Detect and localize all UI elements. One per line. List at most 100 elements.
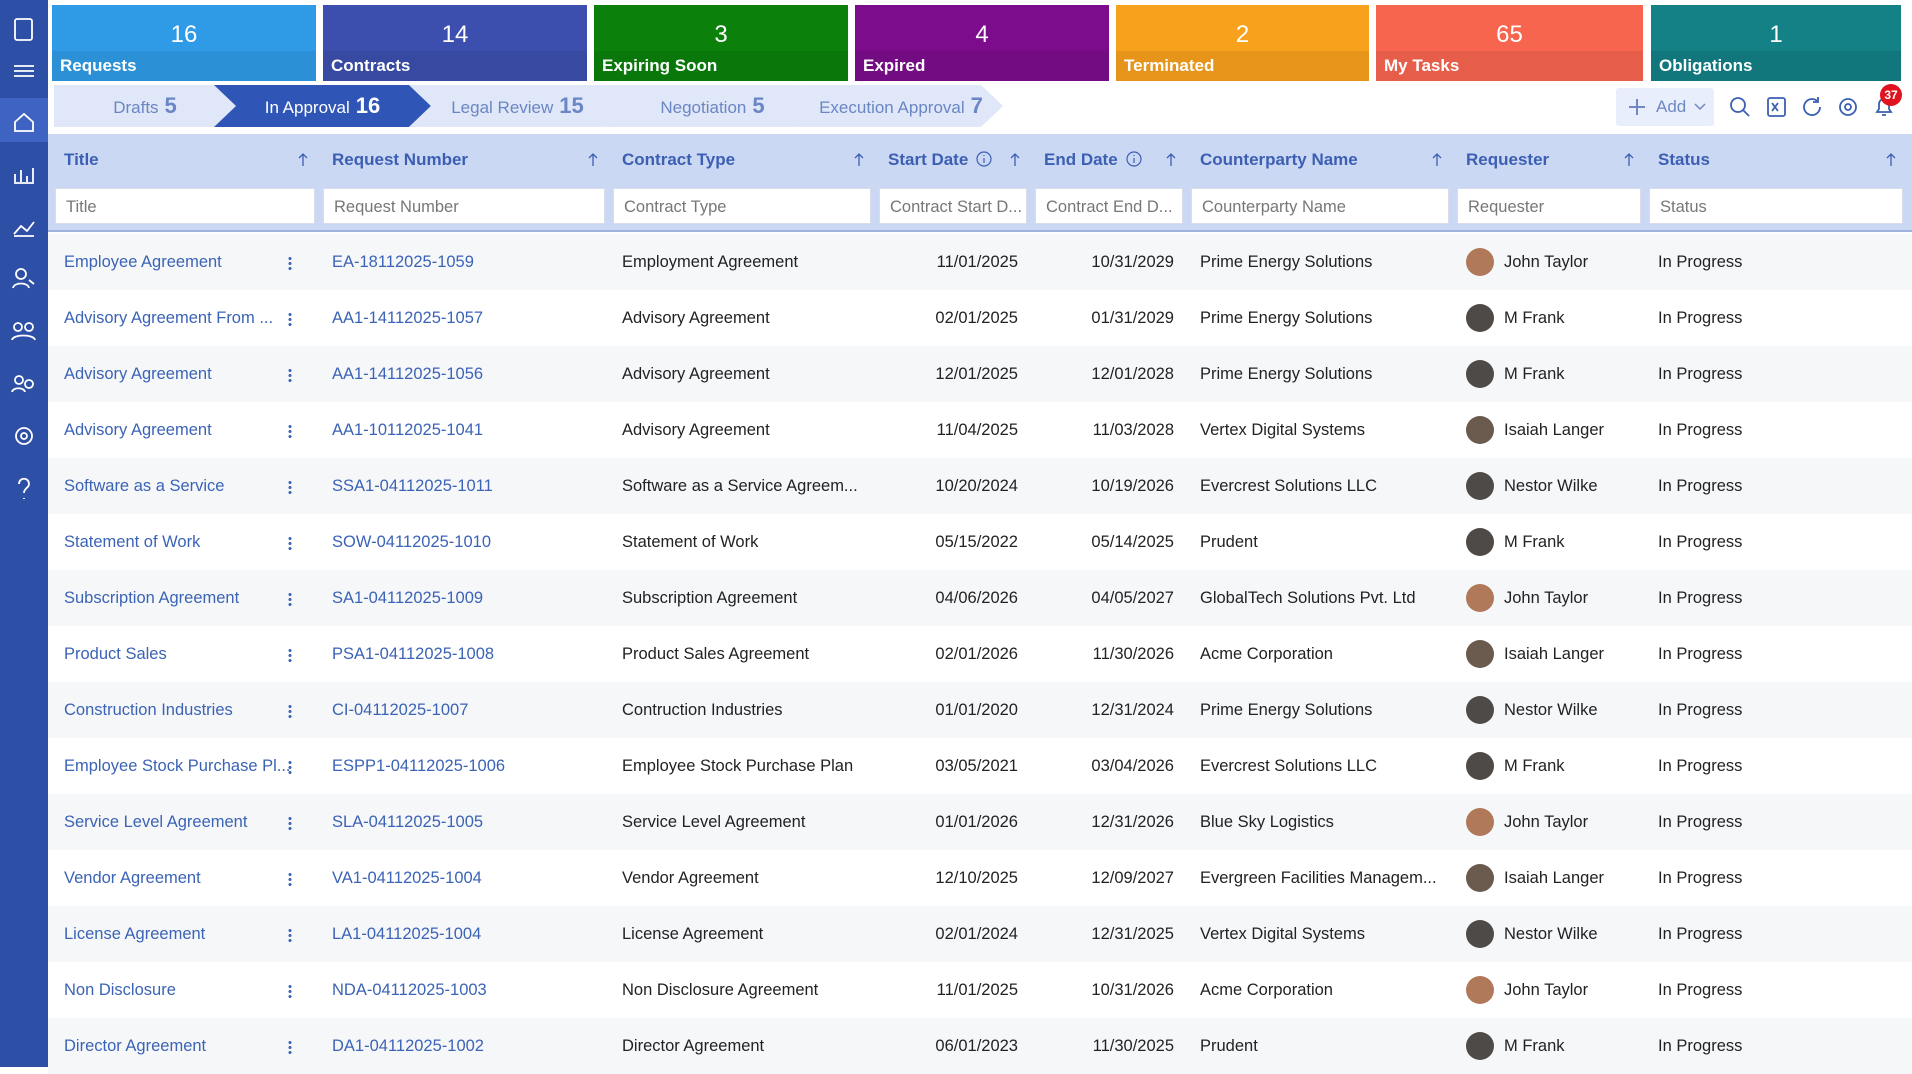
table-row[interactable] bbox=[48, 738, 1912, 794]
add-button[interactable]: Add bbox=[1616, 88, 1714, 126]
table-cell[interactable]: SSA1-04112025-1011 bbox=[332, 477, 493, 495]
column-header[interactable]: Counterparty Name bbox=[1188, 134, 1454, 185]
stage-tab[interactable]: Drafts 5 bbox=[54, 85, 236, 127]
table-cell[interactable]: AA1-10112025-1041 bbox=[332, 421, 484, 439]
table-row[interactable] bbox=[48, 458, 1912, 514]
row-menu[interactable] bbox=[288, 256, 292, 270]
stage-tab[interactable]: Legal Review 15 bbox=[409, 85, 626, 127]
table-cell[interactable]: Director Agreement bbox=[64, 1037, 207, 1055]
sort-icon[interactable] bbox=[854, 153, 864, 167]
table-cell[interactable]: AA1-14112025-1057 bbox=[332, 309, 484, 327]
summary-tile[interactable]: 3 Expiring Soon bbox=[594, 5, 848, 81]
column-filter[interactable]: Title bbox=[55, 188, 315, 224]
settings-icon[interactable] bbox=[1836, 95, 1860, 119]
column-filter[interactable]: Contract Type bbox=[613, 188, 871, 224]
table-cell[interactable]: VA1-04112025-1004 bbox=[332, 869, 482, 887]
sort-icon[interactable] bbox=[298, 153, 308, 167]
table-row[interactable] bbox=[48, 1018, 1912, 1074]
table-cell[interactable]: EA-18112025-1059 bbox=[332, 253, 474, 271]
table-cell[interactable]: Subscription Agreement bbox=[64, 589, 240, 607]
table-cell[interactable]: Product Sales bbox=[64, 645, 167, 663]
column-header[interactable]: Request Number bbox=[320, 134, 610, 185]
row-menu[interactable] bbox=[288, 536, 292, 550]
row-menu[interactable] bbox=[288, 592, 292, 606]
row-menu[interactable] bbox=[288, 424, 292, 438]
row-menu[interactable] bbox=[288, 648, 292, 662]
row-menu[interactable] bbox=[288, 368, 292, 382]
summary-tile[interactable]: 2 Terminated bbox=[1116, 5, 1369, 81]
column-filter[interactable]: Contract End D... bbox=[1035, 188, 1183, 224]
groups-icon[interactable] bbox=[14, 375, 24, 385]
table-row[interactable] bbox=[48, 794, 1912, 850]
sort-icon[interactable] bbox=[1010, 153, 1020, 167]
sort-icon[interactable] bbox=[1166, 153, 1176, 167]
table-cell[interactable]: SOW-04112025-1010 bbox=[332, 533, 491, 551]
sort-icon[interactable] bbox=[588, 153, 598, 167]
column-filter[interactable]: Request Number bbox=[323, 188, 605, 224]
table-cell[interactable]: Software as a Service bbox=[64, 477, 225, 495]
table-cell[interactable]: Advisory Agreement bbox=[64, 421, 212, 439]
row-menu[interactable] bbox=[288, 760, 292, 774]
table-cell[interactable]: NDA-04112025-1003 bbox=[332, 981, 487, 999]
column-header[interactable]: Contract Type bbox=[610, 134, 876, 185]
table-row[interactable] bbox=[48, 290, 1912, 346]
menu-icon[interactable] bbox=[14, 65, 34, 77]
table-row[interactable] bbox=[48, 514, 1912, 570]
table-cell[interactable]: Statement of Work bbox=[64, 533, 201, 551]
table-cell[interactable]: DA1-04112025-1002 bbox=[332, 1037, 484, 1055]
table-cell[interactable]: CI-04112025-1007 bbox=[332, 701, 469, 719]
column-header[interactable]: Start Date bbox=[876, 134, 1032, 185]
notification-badge[interactable]: 37 bbox=[1880, 84, 1902, 106]
row-menu[interactable] bbox=[288, 984, 292, 998]
row-menu[interactable] bbox=[288, 1040, 292, 1054]
teams-icon[interactable] bbox=[13, 322, 23, 332]
table-row[interactable] bbox=[48, 346, 1912, 402]
row-menu[interactable] bbox=[288, 816, 292, 830]
column-filter[interactable]: Contract Start D... bbox=[879, 188, 1027, 224]
column-filter[interactable]: Requester bbox=[1457, 188, 1641, 224]
table-cell[interactable]: PSA1-04112025-1008 bbox=[332, 645, 495, 663]
table-cell[interactable]: Construction Industries bbox=[64, 701, 233, 719]
row-menu[interactable] bbox=[288, 872, 292, 886]
table-cell[interactable]: SA1-04112025-1009 bbox=[332, 589, 484, 607]
summary-tile[interactable]: 65 My Tasks bbox=[1376, 5, 1643, 81]
table-cell[interactable]: LA1-04112025-1004 bbox=[332, 925, 482, 943]
table-cell[interactable]: Employee Stock Purchase Pl... bbox=[64, 757, 291, 775]
users-icon[interactable] bbox=[15, 268, 27, 280]
column-header[interactable]: Requester bbox=[1454, 134, 1646, 185]
row-menu[interactable] bbox=[288, 704, 292, 718]
table-cell[interactable]: Vendor Agreement bbox=[64, 869, 201, 887]
reports-icon[interactable] bbox=[14, 168, 34, 184]
sort-icon[interactable] bbox=[1886, 153, 1896, 167]
summary-tile[interactable]: 4 Expired bbox=[855, 5, 1109, 81]
row-menu[interactable] bbox=[288, 928, 292, 942]
column-header[interactable]: End Date bbox=[1032, 134, 1188, 185]
stage-tab[interactable]: In Approval 16 bbox=[214, 85, 431, 127]
refresh-icon[interactable] bbox=[1800, 95, 1824, 119]
summary-tile[interactable]: 16 Requests bbox=[52, 5, 316, 81]
row-menu[interactable] bbox=[288, 480, 292, 494]
table-cell[interactable]: Advisory Agreement bbox=[64, 365, 212, 383]
column-filter[interactable]: Counterparty Name bbox=[1191, 188, 1449, 224]
column-header[interactable]: Status bbox=[1646, 134, 1908, 185]
summary-tile[interactable]: 14 Contracts bbox=[323, 5, 587, 81]
table-row[interactable] bbox=[48, 570, 1912, 626]
stage-tab[interactable]: Negotiation 5 bbox=[604, 85, 821, 127]
table-cell[interactable]: Employee Agreement bbox=[64, 253, 222, 271]
table-cell[interactable]: Service Level Agreement bbox=[64, 813, 248, 831]
table-cell[interactable]: ESPP1-04112025-1006 bbox=[332, 757, 506, 775]
table-cell[interactable]: AA1-14112025-1056 bbox=[332, 365, 484, 383]
table-cell[interactable]: Advisory Agreement From ... bbox=[64, 309, 274, 327]
home-icon[interactable] bbox=[14, 112, 34, 132]
table-cell[interactable]: License Agreement bbox=[64, 925, 206, 943]
column-filter[interactable]: Status bbox=[1649, 188, 1903, 224]
column-header[interactable]: Title bbox=[52, 134, 320, 185]
settings-icon[interactable] bbox=[15, 427, 33, 445]
table-cell[interactable]: SLA-04112025-1005 bbox=[332, 813, 484, 831]
search-icon[interactable] bbox=[1728, 95, 1752, 119]
table-cell[interactable]: Non Disclosure bbox=[64, 981, 176, 999]
row-menu[interactable] bbox=[288, 312, 292, 326]
table-row[interactable] bbox=[48, 682, 1912, 738]
table-row[interactable] bbox=[48, 626, 1912, 682]
summary-tile[interactable]: 1 Obligations bbox=[1651, 5, 1901, 81]
